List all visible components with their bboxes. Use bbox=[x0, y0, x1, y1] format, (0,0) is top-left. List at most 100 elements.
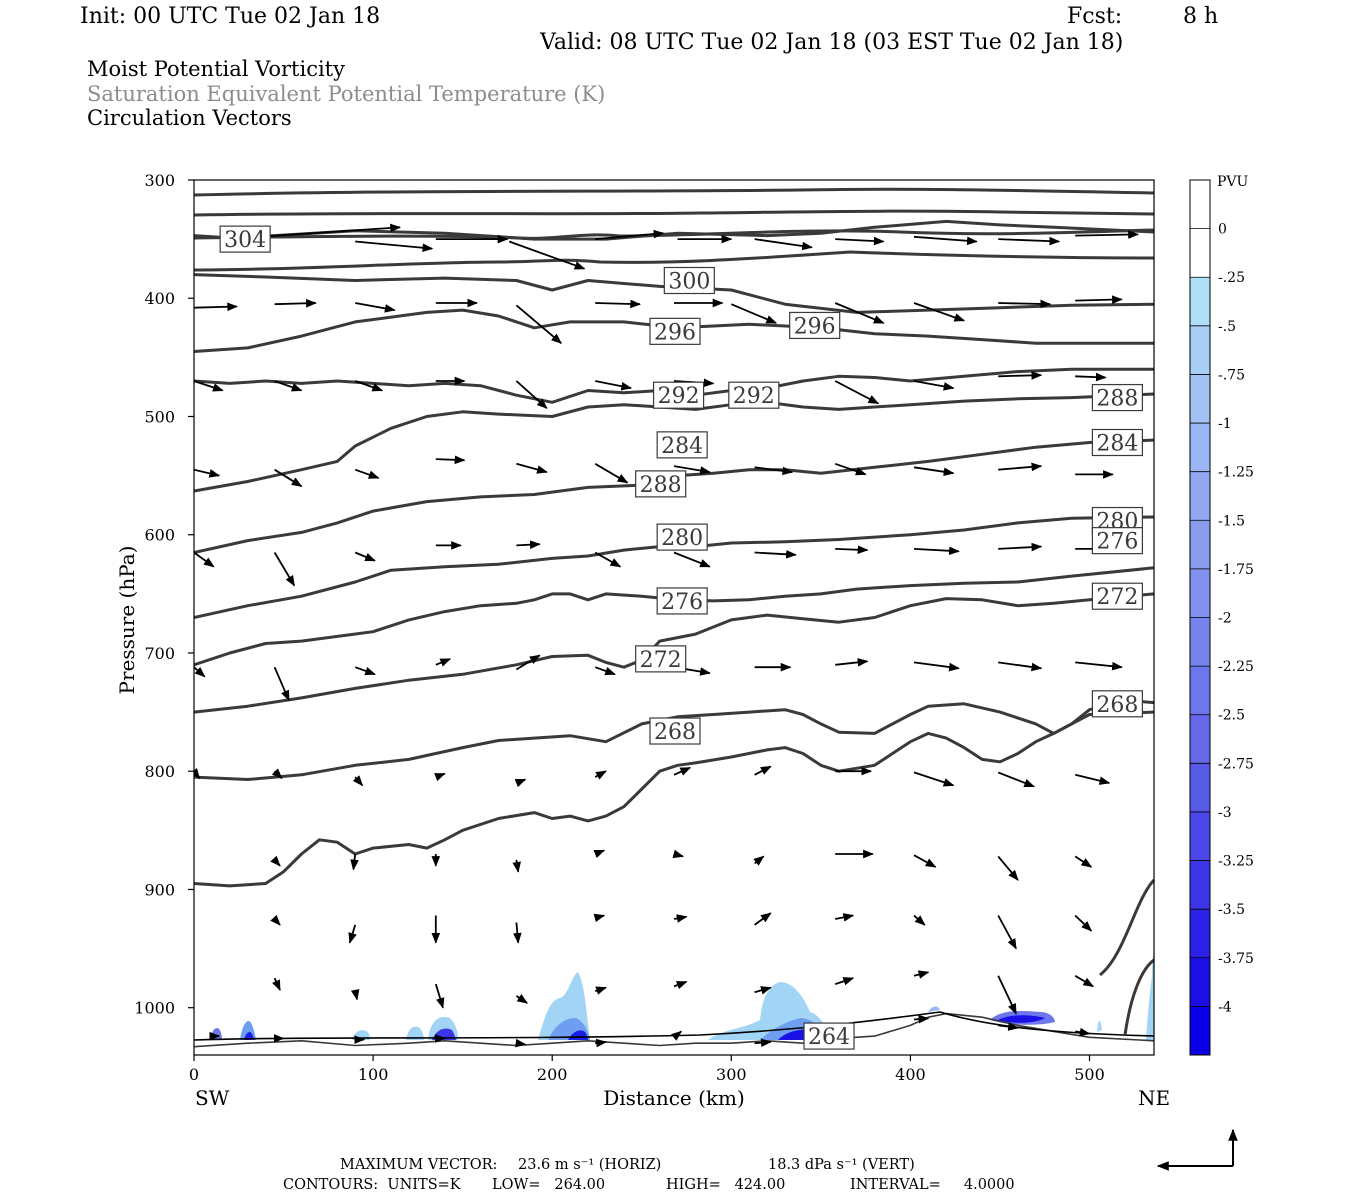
colorbar-swatch bbox=[1190, 471, 1210, 521]
vector-arrow bbox=[352, 775, 364, 787]
contour-label: 268 bbox=[1091, 690, 1143, 718]
contour-label: 280 bbox=[656, 523, 708, 551]
colorbar-label: -1 bbox=[1218, 416, 1232, 432]
vector-arrow bbox=[515, 380, 548, 409]
vector-arrow bbox=[997, 855, 1019, 881]
y-tick-label: 800 bbox=[144, 762, 175, 781]
vector-arrow bbox=[1075, 1027, 1091, 1037]
vector-arrow bbox=[754, 1038, 772, 1048]
svg-text:276: 276 bbox=[661, 590, 703, 615]
vector-arrow bbox=[274, 380, 303, 392]
x-axis-title: Distance (km) bbox=[603, 1086, 745, 1110]
pv-colorbar: 0 -.25 -.5 -.75 -1 -1.25 -1.5 -1.75 -2 -2.25 -2.5 -… bbox=[1189, 179, 1254, 1056]
vector-arrow bbox=[435, 658, 452, 667]
max-vector-vert: 18.3 dPa s⁻¹ (VERT) bbox=[768, 1157, 915, 1173]
svg-text:284: 284 bbox=[661, 434, 703, 459]
contour-label: 276 bbox=[656, 587, 708, 615]
vector-arrow bbox=[273, 666, 290, 702]
svg-text:284: 284 bbox=[1096, 432, 1138, 457]
vector-arrow bbox=[515, 994, 528, 1004]
vector-arrow bbox=[997, 975, 1017, 1015]
x-tick-label: 500 bbox=[1074, 1065, 1105, 1084]
vector-arrow bbox=[515, 654, 541, 671]
vector-arrow bbox=[514, 778, 527, 788]
vector-arrow bbox=[913, 302, 966, 322]
vector-arrow bbox=[595, 229, 665, 240]
vector-arrow bbox=[512, 859, 522, 873]
colorbar-unit: PVU bbox=[1217, 174, 1249, 190]
y-tick-label: 700 bbox=[144, 644, 175, 663]
contour-label: 292 bbox=[728, 381, 780, 409]
vector-arrow bbox=[673, 465, 711, 475]
colorbar-swatch bbox=[1190, 325, 1210, 375]
colorbar-label: -2.75 bbox=[1218, 756, 1254, 772]
colorbar-swatch bbox=[1190, 423, 1210, 473]
vector-arrow bbox=[913, 914, 926, 926]
vector-arrow bbox=[273, 552, 296, 587]
contour-label: 300 bbox=[663, 266, 715, 295]
vector-arrow bbox=[515, 304, 563, 344]
contour-268 bbox=[194, 698, 1154, 781]
contour-292 bbox=[194, 367, 1154, 404]
vector-arrow bbox=[913, 466, 955, 477]
vector-arrow bbox=[913, 771, 955, 787]
svg-text:268: 268 bbox=[1096, 693, 1138, 718]
contour-label: 284 bbox=[1091, 428, 1143, 457]
svg-text:288: 288 bbox=[640, 473, 682, 498]
title-mpv: Moist Potential Vorticity bbox=[87, 57, 345, 81]
svg-text:296: 296 bbox=[794, 314, 836, 339]
colorbar-swatch bbox=[1190, 374, 1210, 424]
vector-arrow bbox=[835, 545, 869, 555]
vector-arrow bbox=[998, 462, 1043, 472]
contours-interval: INTERVAL= 4.0000 bbox=[850, 1177, 1015, 1193]
vector-arrow bbox=[835, 236, 885, 246]
colorbar-label: -4 bbox=[1218, 999, 1232, 1015]
vector-arrow bbox=[998, 1022, 1019, 1031]
vector-arrow bbox=[835, 913, 855, 922]
vector-arrow bbox=[594, 666, 616, 676]
vector-arrow bbox=[754, 466, 794, 476]
vector-arrow bbox=[272, 977, 281, 991]
contour-288 bbox=[194, 392, 1154, 493]
colorbar-swatch bbox=[1190, 568, 1210, 618]
surface-contour-2 bbox=[1099, 878, 1156, 977]
vector-arrow bbox=[673, 914, 688, 923]
colorbar-swatch bbox=[1190, 666, 1210, 716]
distance-axis: 0 100 200 300 400 500 bbox=[189, 1055, 1105, 1084]
svg-text:268: 268 bbox=[654, 720, 696, 745]
contour-label: 296 bbox=[649, 317, 701, 345]
vector-arrow bbox=[1075, 372, 1107, 382]
x-end-left: SW bbox=[195, 1086, 230, 1110]
contours-low: LOW= 264.00 bbox=[492, 1177, 606, 1193]
y-tick-label: 500 bbox=[144, 407, 175, 426]
vector-arrow bbox=[508, 240, 586, 270]
vector-arrow bbox=[348, 924, 357, 944]
vector-arrow bbox=[673, 551, 711, 568]
vector-arrow bbox=[1074, 773, 1111, 785]
contour-296 bbox=[194, 308, 1154, 353]
vector-arrow bbox=[355, 302, 396, 313]
contour-label: 288 bbox=[635, 470, 687, 498]
title-theta-es: Saturation Equivalent Potential Temperat… bbox=[87, 82, 606, 106]
vector-arrow bbox=[594, 551, 622, 568]
vector-arrow bbox=[594, 463, 629, 484]
max-vector-horiz: 23.6 m s⁻¹ (HORIZ) bbox=[518, 1157, 662, 1173]
contours-units: CONTOURS: UNITS=K bbox=[283, 1177, 461, 1193]
reference-vector-icon bbox=[1156, 1128, 1238, 1171]
init-time: Init: 00 UTC Tue 02 Jan 18 bbox=[80, 4, 381, 29]
vector-arrow bbox=[834, 462, 867, 476]
colorbar-swatch bbox=[1190, 957, 1210, 1007]
vector-arrow bbox=[355, 240, 434, 253]
vector-arrow bbox=[673, 980, 688, 990]
forecast-label: Fcst: bbox=[1067, 4, 1123, 29]
vector-arrow bbox=[1074, 914, 1093, 932]
colorbar-swatch bbox=[1190, 714, 1210, 764]
vector-arrow bbox=[913, 1014, 930, 1024]
vector-arrow bbox=[1074, 855, 1093, 868]
svg-text:300: 300 bbox=[668, 270, 710, 295]
vector-arrow bbox=[754, 238, 813, 251]
vector-arrow bbox=[998, 661, 1043, 672]
vector-arrow bbox=[595, 299, 642, 309]
vector-arrow bbox=[998, 299, 1052, 309]
vector-arrow bbox=[270, 855, 281, 867]
